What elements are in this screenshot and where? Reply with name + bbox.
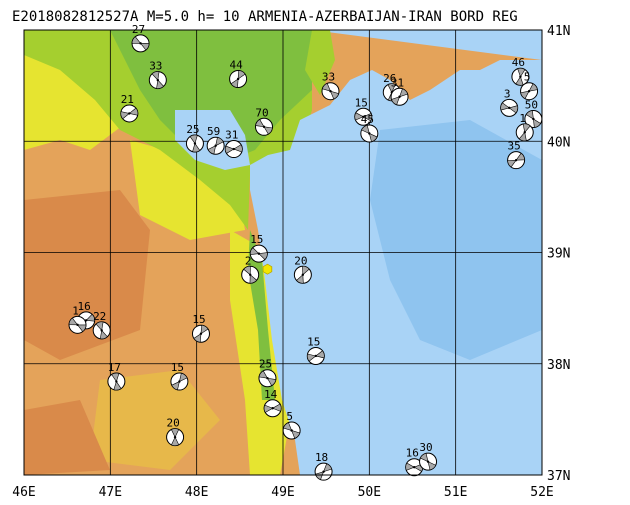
axis-labels: 46E 47E 48E 49E 50E 51E 52E 41N 40N 39N 38N 37N — [12, 24, 570, 500]
focal-mechanism: 5 — [282, 410, 301, 440]
focal-mechanism: 59 — [206, 125, 225, 155]
focal-mechanism: 30 — [419, 441, 438, 471]
depth-label: 21 — [121, 93, 134, 106]
focal-mechanism: 33 — [148, 60, 167, 90]
lat-tick-label: 39N — [547, 247, 570, 262]
focal-mechanism: 22 — [92, 310, 111, 340]
focal-mechanism: 16 — [405, 447, 424, 477]
focal-mechanism: 70 — [255, 106, 274, 136]
depth-label: 46 — [512, 56, 525, 69]
depth-label: 15 — [355, 96, 368, 109]
lat-tick-label: 38N — [547, 358, 570, 373]
lon-tick-label: 49E — [271, 485, 294, 500]
focal-mechanism: 3 — [500, 87, 519, 117]
focal-mechanism: 1 — [515, 112, 534, 142]
depth-label: 59 — [207, 125, 220, 138]
map-title: E2018082812527A M=5.0 h= 10 ARMENIA-AZER… — [12, 9, 518, 25]
focal-mechanism: 44 — [229, 58, 248, 88]
lat-tick-label: 41N — [547, 24, 570, 39]
event-epicenter-marker — [262, 263, 273, 275]
depth-label: 1 — [519, 112, 526, 125]
focal-mechanism: 25 — [185, 123, 204, 153]
focal-mechanism: 1 — [68, 304, 87, 334]
lon-tick-label: 52E — [530, 485, 553, 500]
depth-label: 18 — [315, 451, 328, 464]
depth-label: 20 — [166, 417, 179, 430]
depth-label: 20 — [294, 254, 307, 267]
lat-tick-label: 40N — [547, 135, 570, 150]
depth-label: 33 — [149, 60, 162, 73]
lon-tick-label: 47E — [99, 485, 122, 500]
depth-label: 14 — [264, 388, 278, 401]
depth-label: 2 — [245, 254, 252, 267]
depth-label: 17 — [108, 361, 121, 374]
depth-label: 26 — [383, 72, 396, 85]
depth-label: 5 — [286, 410, 293, 423]
depth-label: 5 — [524, 71, 531, 84]
depth-label: 27 — [132, 23, 145, 36]
focal-mechanism: 45 — [360, 113, 379, 143]
focal-mechanism: 27 — [131, 23, 150, 53]
depth-label: 31 — [391, 76, 404, 89]
lon-tick-label: 46E — [12, 485, 35, 500]
depth-label: 30 — [419, 441, 432, 454]
depth-label: 16 — [78, 300, 91, 313]
depth-label: 44 — [229, 58, 243, 71]
depth-label: 33 — [322, 71, 335, 84]
focal-mechanism: 25 — [258, 358, 277, 388]
depth-label: 50 — [525, 99, 538, 112]
depth-label: 45 — [361, 113, 374, 126]
depth-label: 35 — [507, 140, 520, 153]
depth-label: 15 — [307, 335, 320, 348]
focal-mechanism: 46 — [511, 56, 530, 86]
focal-mechanism: 2 — [241, 254, 260, 284]
focal-mechanism: 35 — [507, 140, 526, 170]
depth-label: 1 — [72, 304, 79, 317]
focal-mechanism: 15 — [306, 335, 325, 365]
grid-layer — [24, 30, 542, 475]
depth-label: 70 — [255, 106, 268, 119]
lon-tick-label: 51E — [444, 485, 467, 500]
focal-mechanism: 21 — [120, 93, 139, 123]
map-frame — [23, 29, 543, 476]
depth-label: 15 — [171, 361, 184, 374]
lat-tick-label: 37N — [547, 469, 570, 484]
lon-tick-label: 50E — [358, 485, 381, 500]
focal-mechanism: 5 — [520, 71, 539, 101]
depth-label: 25 — [259, 358, 272, 371]
focal-mechanism: 15 — [170, 361, 189, 391]
focal-mechanism: 18 — [314, 451, 333, 481]
depth-label: 31 — [225, 129, 238, 142]
focal-mechanism: 15 — [249, 233, 268, 263]
focal-mechanism: 31 — [390, 76, 409, 106]
depth-label: 15 — [250, 233, 263, 246]
depth-label: 3 — [504, 87, 511, 100]
lon-tick-label: 48E — [185, 485, 208, 500]
focal-mechanism: 31 — [224, 129, 243, 159]
depth-label: 15 — [192, 313, 205, 326]
focal-mechanism: 33 — [321, 71, 340, 101]
focal-mechanism: 20 — [293, 254, 312, 284]
depth-label: 25 — [186, 123, 199, 136]
depth-label: 22 — [93, 310, 106, 323]
focal-mechanism: 20 — [166, 417, 185, 447]
focal-mechanism: 15 — [191, 313, 210, 343]
focal-mechanism: 15 — [354, 96, 373, 126]
focal-mechanism: 14 — [263, 388, 282, 418]
depth-label: 16 — [406, 447, 419, 460]
focal-mechanism: 17 — [107, 361, 126, 391]
